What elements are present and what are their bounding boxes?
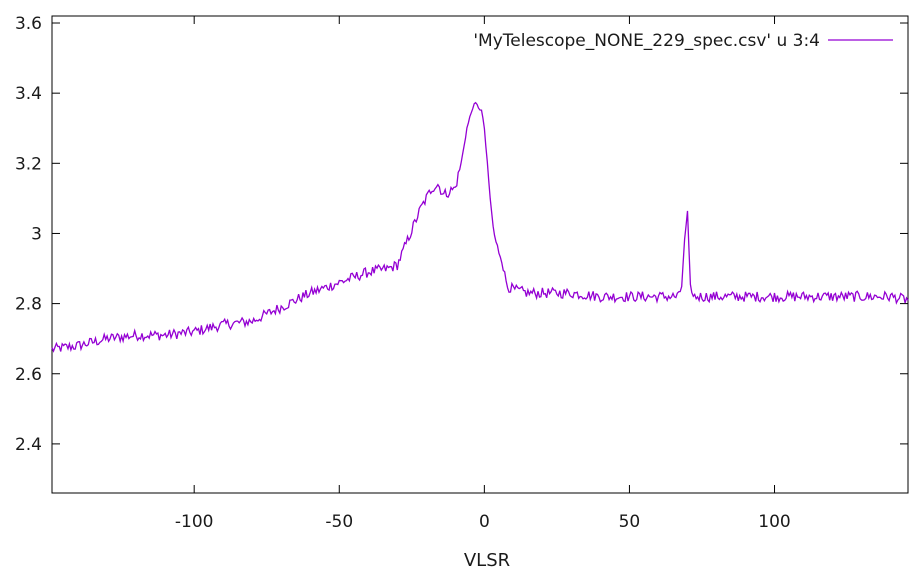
legend-label: 'MyTelescope_NONE_229_spec.csv' u 3:4 bbox=[473, 31, 820, 51]
x-tick-label: 0 bbox=[479, 512, 490, 532]
y-tick-label: 2.6 bbox=[15, 365, 42, 385]
y-tick-label: 2.8 bbox=[15, 295, 42, 315]
y-tick-label: 3 bbox=[31, 224, 42, 244]
y-tick-label: 3.6 bbox=[15, 14, 42, 34]
y-tick-label: 2.4 bbox=[15, 435, 42, 455]
x-tick-label: 100 bbox=[758, 512, 790, 532]
x-tick-label: -100 bbox=[175, 512, 214, 532]
y-tick-label: 3.2 bbox=[15, 154, 42, 174]
y-axis: 2.4 2.6 2.8 3 3.2 3.4 3.6 bbox=[15, 14, 908, 455]
x-tick-label: -50 bbox=[325, 512, 353, 532]
x-tick-label: 50 bbox=[619, 512, 641, 532]
x-axis-title: VLSR bbox=[464, 550, 510, 571]
plot-frame bbox=[51, 15, 909, 494]
y-tick-label: 3.4 bbox=[15, 84, 42, 104]
x-axis: -100 -50 0 50 100 bbox=[175, 16, 791, 532]
legend: 'MyTelescope_NONE_229_spec.csv' u 3:4 bbox=[473, 31, 893, 51]
series-line bbox=[51, 101, 909, 353]
